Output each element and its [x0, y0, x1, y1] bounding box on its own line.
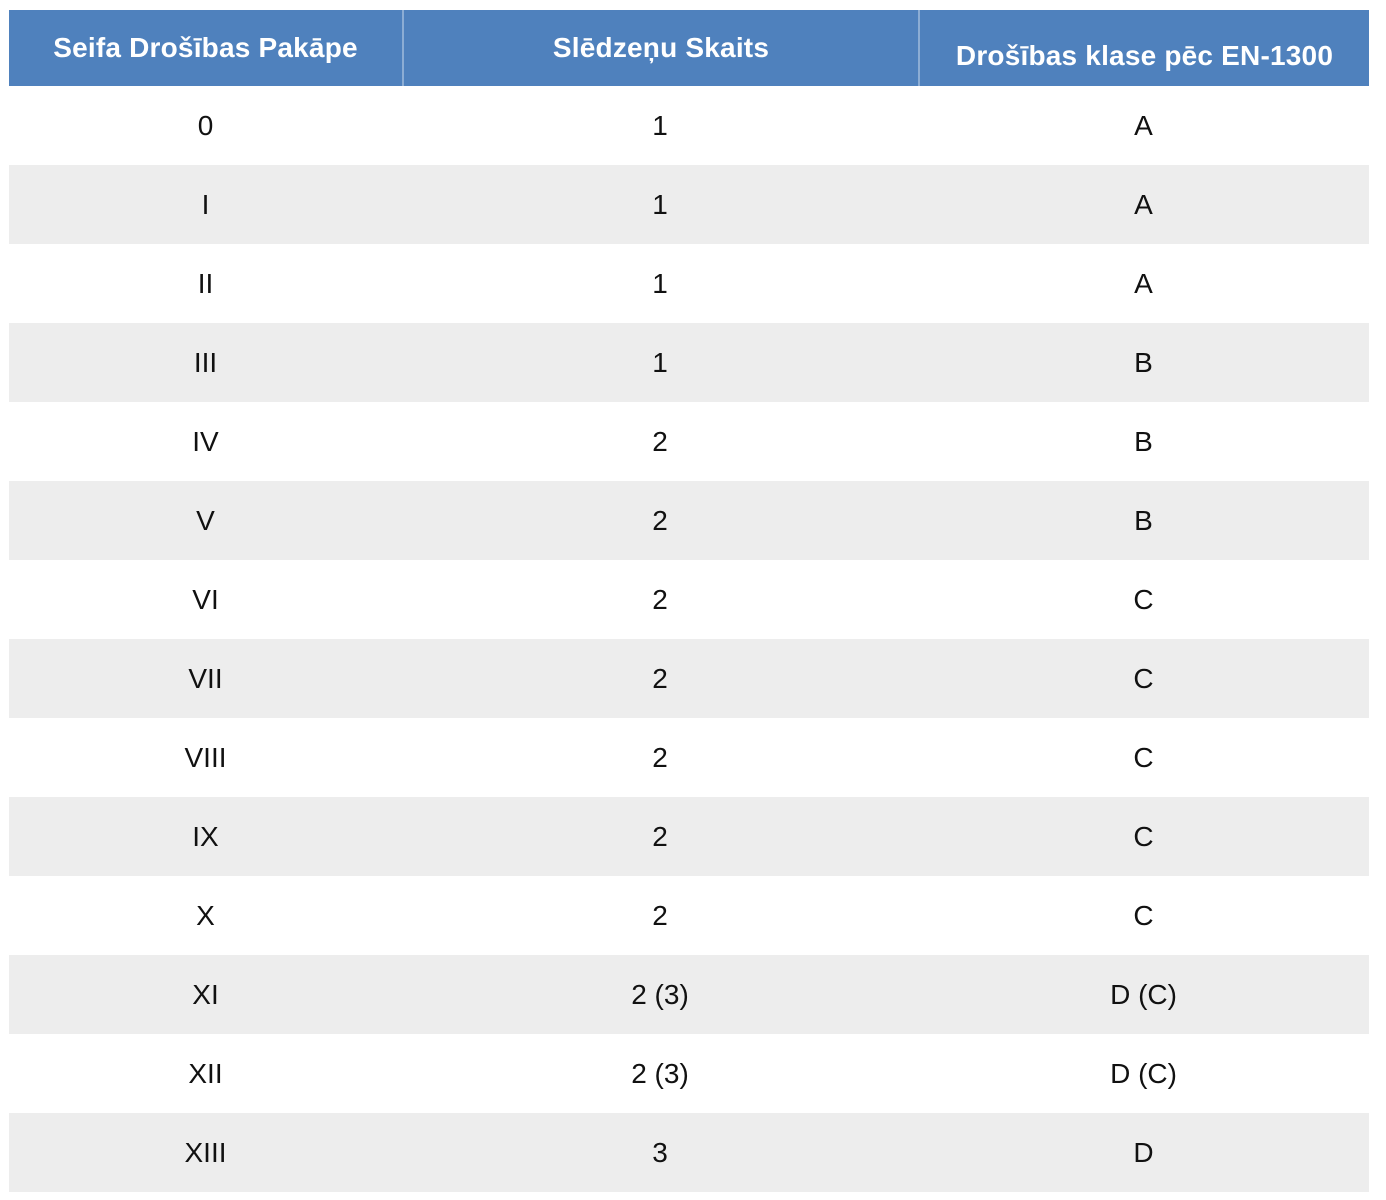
safe-security-level-cell: VIII	[184, 741, 227, 773]
number-of-locks-cell: 2	[652, 820, 668, 852]
safe-security-classes-table: Seifa Drošības Pakāpe Slēdzeņu Skaits Dr…	[9, 10, 1369, 1192]
safe-security-level-cell: IV	[192, 425, 219, 457]
table-header-row: Seifa Drošības Pakāpe Slēdzeņu Skaits Dr…	[9, 10, 1369, 86]
safe-security-level-cell: XI	[192, 978, 219, 1010]
number-of-locks-cell: 2	[652, 899, 668, 931]
table-row: XIII 3 D	[9, 1113, 1369, 1192]
safe-security-level-cell: XII	[188, 1057, 223, 1089]
table-row: VII 2 C	[9, 639, 1369, 718]
number-of-locks-cell: 2	[652, 662, 668, 694]
column-header-safe-security-level: Seifa Drošības Pakāpe	[9, 10, 402, 86]
table-row: XII 2 (3) D (C)	[9, 1034, 1369, 1113]
security-class-cell: B	[1134, 346, 1153, 378]
table-row: X 2 C	[9, 876, 1369, 955]
table-row: VI 2 C	[9, 560, 1369, 639]
column-header-number-of-locks: Slēdzeņu Skaits	[402, 10, 918, 86]
number-of-locks-cell: 2	[652, 425, 668, 457]
security-class-cell: D (C)	[1110, 978, 1177, 1010]
security-class-cell: C	[1133, 899, 1154, 931]
number-of-locks-cell: 1	[652, 267, 668, 299]
security-class-cell: B	[1134, 425, 1153, 457]
number-of-locks-cell: 2 (3)	[631, 978, 689, 1010]
security-class-cell: C	[1133, 820, 1154, 852]
table-body: 0 1 A I 1 A II 1 A III 1 B IV 2 B V 2 B VI 2 C VII 2 C VIII 2 C IX 2…	[9, 86, 1369, 1192]
table-row: I 1 A	[9, 165, 1369, 244]
security-class-cell: D (C)	[1110, 1057, 1177, 1089]
safe-security-level-cell: III	[193, 346, 218, 378]
table-row: IX 2 C	[9, 797, 1369, 876]
column-header-security-class-en1300: Drošības klase pēc EN-1300	[918, 10, 1369, 86]
table-row: V 2 B	[9, 481, 1369, 560]
number-of-locks-cell: 3	[652, 1136, 668, 1168]
safe-security-level-cell: VII	[188, 662, 223, 694]
safe-security-level-cell: XIII	[184, 1136, 227, 1168]
number-of-locks-cell: 1	[652, 188, 668, 220]
security-class-cell: D	[1133, 1136, 1154, 1168]
security-class-cell: A	[1134, 188, 1153, 220]
column-header-label: Drošības klase pēc EN-1300	[955, 40, 1334, 71]
safe-security-level-cell: II	[197, 267, 214, 299]
column-header-label: Seifa Drošības Pakāpe	[53, 32, 358, 63]
security-class-cell: C	[1133, 662, 1154, 694]
table-row: XI 2 (3) D (C)	[9, 955, 1369, 1034]
number-of-locks-cell: 1	[652, 346, 668, 378]
number-of-locks-cell: 2	[652, 741, 668, 773]
table-row: VIII 2 C	[9, 718, 1369, 797]
table-row: 0 1 A	[9, 86, 1369, 165]
number-of-locks-cell: 2 (3)	[631, 1057, 689, 1089]
security-class-cell: C	[1133, 583, 1154, 615]
safe-security-level-cell: V	[196, 504, 215, 536]
security-class-cell: B	[1134, 504, 1153, 536]
safe-security-level-cell: 0	[197, 109, 214, 141]
table-row: IV 2 B	[9, 402, 1369, 481]
number-of-locks-cell: 1	[652, 109, 668, 141]
safe-security-level-cell: IX	[192, 820, 219, 852]
column-header-label: Slēdzeņu Skaits	[552, 32, 770, 63]
number-of-locks-cell: 2	[652, 504, 668, 536]
security-class-cell: C	[1133, 741, 1154, 773]
safe-security-level-cell: X	[196, 899, 215, 931]
security-class-cell: A	[1134, 267, 1153, 299]
safe-security-level-cell: VI	[192, 583, 219, 615]
table-row: II 1 A	[9, 244, 1369, 323]
table-row: III 1 B	[9, 323, 1369, 402]
security-class-cell: A	[1134, 109, 1153, 141]
safe-security-level-cell: I	[201, 188, 210, 220]
number-of-locks-cell: 2	[652, 583, 668, 615]
